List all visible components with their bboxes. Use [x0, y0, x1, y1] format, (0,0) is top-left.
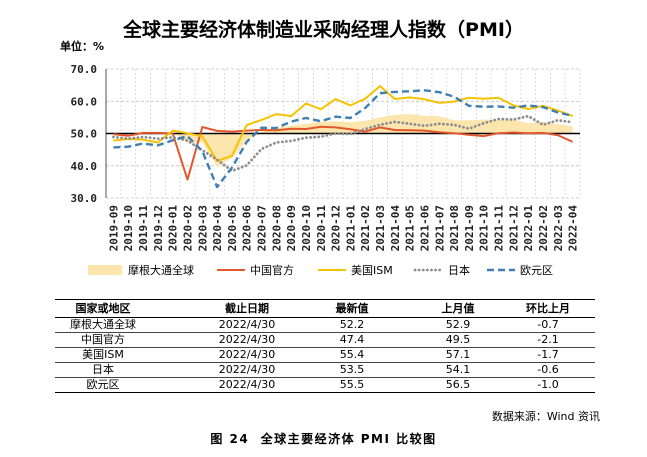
cell-mom-change: -1.7: [537, 348, 559, 361]
unit-label: 单位：%: [60, 40, 105, 53]
x-tick-label: 2021-03: [374, 205, 387, 251]
x-tick-label: 2022-01: [522, 205, 535, 252]
x-tick-label: 2021-08: [448, 205, 461, 251]
cell-previous-value: 57.1: [445, 348, 471, 361]
x-tick-label: 2022-04: [567, 205, 580, 252]
x-tick-label: 2020-05: [226, 205, 239, 251]
cell-previous-value: 49.5: [445, 333, 471, 346]
cell-mom-change: -2.1: [537, 333, 559, 346]
x-tick-label: 2021-07: [433, 205, 446, 251]
series-line-eurozone: [113, 89, 573, 189]
cell-latest-value: 53.5: [339, 363, 365, 376]
cell-latest-value: 52.2: [339, 318, 365, 331]
series-area-jpm-global: [113, 114, 573, 167]
header-latest-value: 最新值: [335, 302, 369, 315]
cell-end-date: 2022/4/30: [218, 378, 276, 391]
y-tick-label: 30.0: [71, 192, 98, 205]
cell-region: 美国ISM: [82, 348, 124, 361]
x-tick-label: 2021-06: [419, 205, 432, 252]
cell-mom-change: -0.7: [537, 318, 559, 331]
cell-region: 欧元区: [86, 378, 120, 391]
legend: 摩根大通全球 中国官方 美国ISM 日本 欧元区: [88, 263, 553, 277]
legend-item-eurozone: 欧元区: [487, 264, 553, 277]
figure-caption: 图 24 全球主要经济体 PMI 比较图: [210, 432, 437, 446]
cell-end-date: 2022/4/30: [218, 363, 276, 376]
table-row: 摩根大通全球 2022/4/30 52.2 52.9 -0.7: [55, 318, 595, 333]
x-tick-label: 2020-01: [167, 205, 180, 252]
header-region: 国家或地区: [75, 302, 131, 315]
cell-mom-change: -1.0: [537, 378, 559, 391]
cell-region: 摩根大通全球: [70, 318, 136, 331]
x-axis-labels: 2019-09 2019-10 2019-11 2019-12 2020-01 2020-…: [107, 205, 579, 252]
cell-mom-change: -0.6: [537, 363, 559, 376]
x-tick-label: 2019-12: [152, 205, 165, 251]
x-tick-label: 2020-08: [270, 205, 283, 251]
y-tick-label: 60.0: [71, 95, 98, 108]
x-tick-label: 2020-09: [285, 205, 298, 251]
legend-item-jpm-global: 摩根大通全球: [88, 263, 194, 277]
x-tick-label: 2021-02: [359, 205, 372, 251]
series-line-us-ism: [113, 85, 573, 162]
x-tick-label: 2020-07: [256, 205, 269, 251]
x-tick-label: 2020-11: [315, 205, 328, 252]
cell-previous-value: 54.1: [445, 363, 471, 376]
cell-region: 中国官方: [81, 333, 125, 346]
y-tick-label: 40.0: [71, 160, 98, 173]
x-tick-label: 2021-05: [404, 205, 417, 251]
x-tick-label: 2022-03: [552, 205, 565, 251]
legend-label: 欧元区: [520, 264, 553, 277]
legend-item-us-ism: 美国ISM: [318, 264, 393, 277]
x-tick-label: 2021-11: [493, 205, 506, 252]
x-tick-label: 2021-01: [344, 205, 357, 252]
cell-end-date: 2022/4/30: [218, 318, 276, 331]
cell-end-date: 2022/4/30: [218, 348, 276, 361]
cell-latest-value: 47.4: [339, 333, 365, 346]
pmi-comparison-table: 国家或地区 截止日期 最新值 上月值 环比上月摩根大通全球 2022/4/30 52.2 52…: [55, 299, 595, 393]
table-header-row: 国家或地区 截止日期 最新值 上月值 环比上月: [55, 300, 595, 318]
header-mom-change: 环比上月: [526, 302, 570, 315]
legend-item-china-official: 中国官方: [217, 263, 294, 277]
table-row: 日本 2022/4/30 53.5 54.1 -0.6: [55, 363, 595, 378]
series-line-china-official: [113, 125, 574, 181]
x-tick-label: 2019-09: [107, 205, 120, 251]
series-line-japan: [112, 114, 574, 173]
cell-latest-value: 55.5: [339, 378, 365, 391]
legend-label: 摩根大通全球: [128, 263, 194, 277]
legend-label: 日本: [448, 263, 470, 277]
x-tick-label: 2020-10: [300, 205, 313, 251]
y-tick-label: 70.0: [71, 63, 98, 76]
y-axis-labels: 30.0 40.0 50.0 60.0 70.0: [71, 63, 98, 205]
y-tick-label: 50.0: [71, 128, 98, 141]
legend-label: 中国官方: [250, 263, 294, 277]
cell-latest-value: 55.4: [339, 348, 365, 361]
x-tick-label: 2020-03: [196, 205, 209, 251]
x-tick-label: 2020-04: [211, 205, 224, 252]
cell-previous-value: 56.5: [445, 378, 471, 391]
data-source-note: 数据来源：Wind 资讯: [491, 410, 600, 423]
legend-item-japan: 日本: [413, 263, 470, 277]
x-tick-label: 2019-10: [122, 205, 135, 251]
cell-region: 日本: [92, 363, 114, 376]
x-tick-label: 2020-02: [182, 205, 195, 251]
x-tick-label: 2020-12: [330, 205, 343, 251]
x-tick-label: 2019-11: [137, 205, 150, 252]
x-tick-label: 2021-09: [463, 205, 476, 251]
chart-title: 全球主要经济体制造业采购经理人指数（PMI）: [123, 19, 524, 41]
x-tick-label: 2021-12: [507, 205, 520, 251]
x-tick-label: 2022-02: [537, 205, 550, 251]
x-tick-label: 2021-04: [389, 205, 402, 252]
header-end-date: 截止日期: [225, 302, 269, 315]
table-row: 中国官方 2022/4/30 47.4 49.5 -2.1: [55, 333, 595, 348]
table-row: 美国ISM 2022/4/30 55.4 57.1 -1.7: [55, 348, 595, 363]
table-row: 欧元区 2022/4/30 55.5 56.5 -1.0: [55, 378, 595, 393]
cell-previous-value: 52.9: [445, 318, 471, 331]
cell-end-date: 2022/4/30: [218, 333, 276, 346]
x-tick-label: 2021-10: [478, 205, 491, 251]
legend-label: 美国ISM: [351, 264, 393, 277]
x-tick-label: 2020-06: [241, 205, 254, 252]
header-previous-value: 上月值: [441, 302, 475, 315]
legend-swatch: [88, 265, 122, 275]
